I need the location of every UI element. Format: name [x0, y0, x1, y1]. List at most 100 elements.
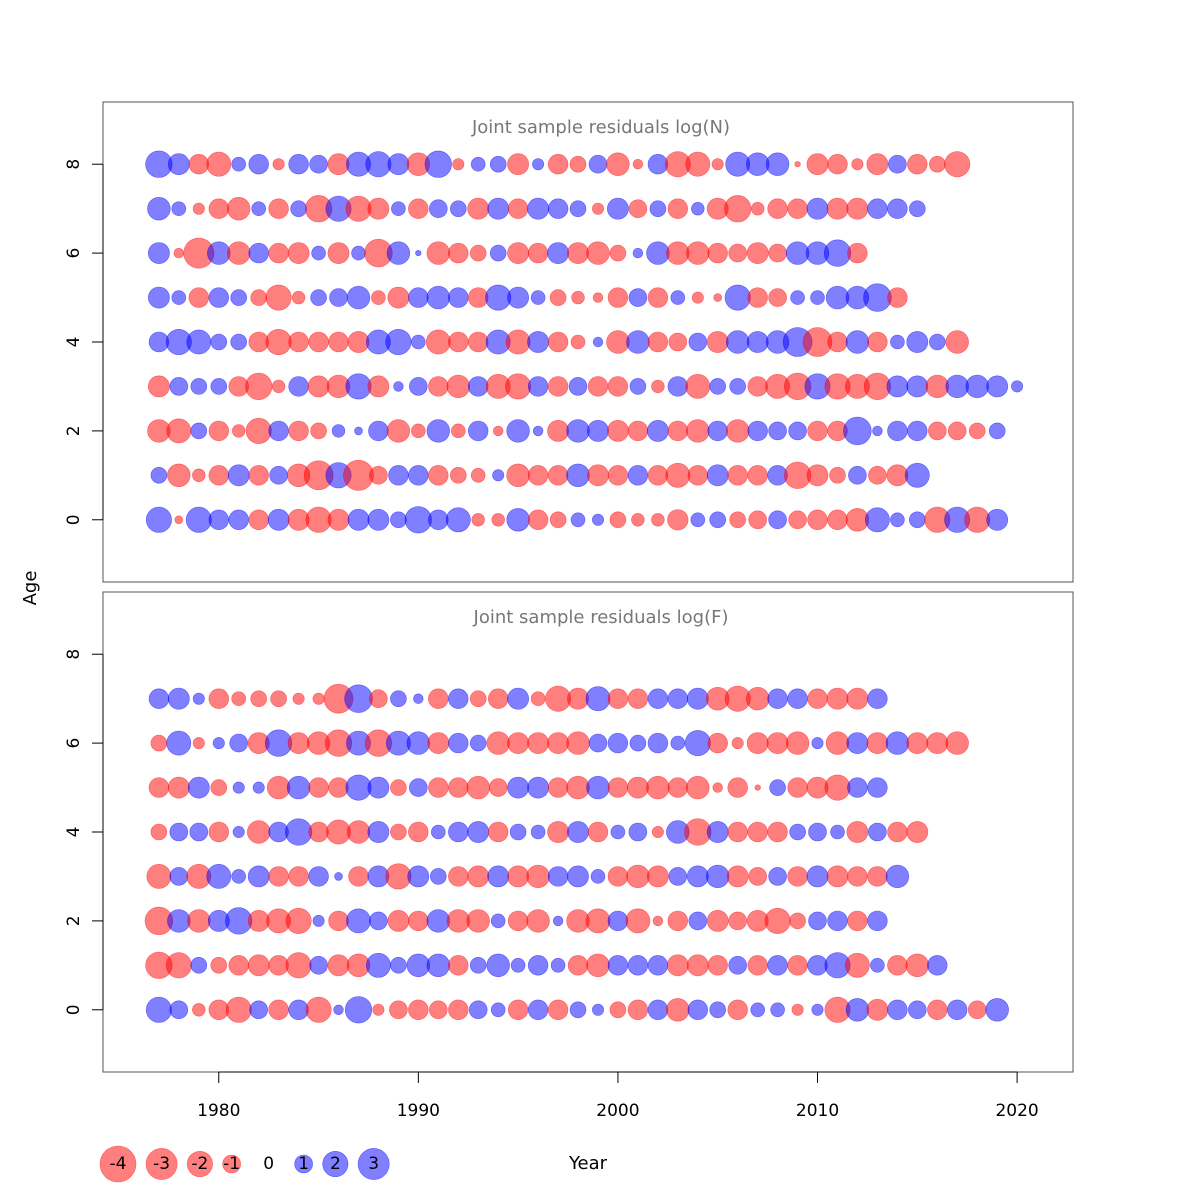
- bubble-age-6-year-1998: [567, 242, 589, 265]
- bubble-age-1-year-1982: [247, 954, 270, 977]
- bubble-age-0-year-2019: [986, 508, 1009, 531]
- bubble-age-6-year-1990: [415, 250, 422, 257]
- bubble-age-5-year-1988: [367, 776, 390, 799]
- bubble-age-1-year-1983: [269, 465, 288, 485]
- bubble-age-2-year-1993: [466, 909, 490, 933]
- bubble-age-2-year-2019: [988, 422, 1006, 440]
- bubble-age-1-year-2015: [905, 953, 929, 977]
- bubble-age-7-year-2010: [806, 197, 829, 220]
- bubble-age-6-year-1981: [229, 733, 248, 753]
- bubble-age-4-year-1998: [567, 821, 589, 843]
- bubble-age-2-year-1993: [468, 420, 489, 442]
- bubble-age-4-year-2011: [827, 331, 848, 353]
- bubble-age-0-year-2000: [609, 1001, 627, 1019]
- bubble-age-1-year-2004: [686, 954, 709, 977]
- bubble-age-5-year-1978: [167, 776, 190, 799]
- bubble-age-7-year-2000: [607, 197, 629, 220]
- bubble-age-4-year-1980: [208, 821, 230, 843]
- bubble-age-1-year-1981: [227, 464, 250, 487]
- bubble-age-7-year-1979: [192, 692, 205, 705]
- bubble-age-1-year-1997: [547, 465, 569, 486]
- bubble-age-0-year-2015: [907, 1000, 927, 1020]
- bubble-age-0-year-2002: [647, 999, 669, 1020]
- bubble-age-3-year-1982: [245, 372, 273, 401]
- bubble-age-4-year-1980: [210, 333, 228, 351]
- bubble-age-7-year-2007: [750, 202, 765, 216]
- bubble-age-6-year-2011: [823, 239, 852, 267]
- bubble-age-4-year-2014: [890, 334, 905, 350]
- bubble-age-3-year-1998: [568, 377, 588, 396]
- bubble-age-0-year-1992: [445, 507, 471, 533]
- bubble-age-8-year-2010: [806, 153, 829, 176]
- bubble-age-2-year-2006: [725, 419, 750, 443]
- bubble-age-0-year-2018: [964, 506, 991, 533]
- bubble-age-4-year-1989: [385, 328, 412, 355]
- bubble-age-3-year-1977: [147, 375, 170, 398]
- bubble-age-6-year-2013: [866, 732, 889, 755]
- bubble-age-2-year-1982: [247, 910, 270, 932]
- bubble-age-6-year-2002: [647, 732, 669, 754]
- bubble-age-2-year-1978: [167, 909, 191, 933]
- bubble-age-5-year-1994: [485, 284, 512, 311]
- bubble-age-3-year-2000: [607, 376, 629, 397]
- bubble-age-5-year-1993: [468, 287, 489, 308]
- bubble-age-3-year-1998: [567, 865, 589, 888]
- bubble-age-6-year-1999: [586, 241, 610, 265]
- bubble-age-2-year-1979: [187, 909, 211, 933]
- y-axis-label: Age: [20, 571, 41, 606]
- bubble-age-6-year-1980: [212, 737, 225, 750]
- bubble-age-7-year-1991: [428, 688, 449, 709]
- bubble-age-8-year-1999: [588, 154, 608, 174]
- bubble-age-0-year-1998: [569, 1001, 587, 1019]
- bubble-age-5-year-2000: [607, 777, 629, 798]
- bubble-age-5-year-2010: [810, 290, 825, 305]
- bubble-age-0-year-2015: [908, 511, 926, 529]
- bubble-age-6-year-1977: [150, 734, 168, 752]
- bubble-age-4-year-1996: [527, 331, 550, 353]
- bubble-age-2-year-1984: [288, 420, 309, 442]
- bubble-age-5-year-2002: [646, 775, 670, 800]
- bubble-age-5-year-1977: [147, 286, 170, 309]
- bubble-age-3-year-1992: [446, 374, 470, 399]
- bubble-age-3-year-2016: [925, 374, 949, 399]
- bubble-age-1-year-2004: [687, 465, 708, 486]
- bubble-age-0-year-2018: [967, 1000, 987, 1020]
- bubble-age-7-year-2010: [807, 688, 828, 709]
- bubble-age-3-year-1983: [268, 866, 289, 887]
- bubble-age-6-year-1996: [527, 242, 549, 264]
- bubble-age-8-year-2017: [944, 151, 971, 178]
- bubble-age-6-year-1978: [166, 730, 192, 756]
- bubble-age-6-year-1995: [507, 732, 529, 755]
- bubble-age-7-year-1998: [569, 200, 587, 217]
- bubble-age-4-year-2005: [706, 331, 729, 353]
- bubble-age-0-year-1996: [527, 999, 549, 1020]
- bubble-age-2-year-2002: [652, 915, 664, 927]
- panel-log-n: Joint sample residuals log(N) 0 2 4 6 8: [64, 101, 1074, 583]
- bubble-age-7-year-1997: [545, 685, 572, 712]
- bubble-age-2-year-1987: [354, 426, 363, 436]
- bubble-age-2-year-1998: [566, 419, 590, 443]
- bubble-age-0-year-2010: [811, 1003, 824, 1016]
- bubble-age-0-year-1987: [344, 996, 373, 1024]
- bubble-age-5-year-2006: [724, 284, 751, 311]
- bubble-age-0-year-2007: [750, 1002, 766, 1018]
- bubble-age-5-year-1979: [187, 776, 210, 799]
- bubble-age-8-year-1995: [507, 153, 529, 176]
- bubble-age-4-year-1999: [592, 336, 604, 348]
- bubble-age-2-year-1986: [331, 424, 346, 438]
- bubble-age-8-year-1992: [452, 158, 465, 171]
- legend-label-7: 3: [368, 1154, 379, 1174]
- bubble-age-5-year-1985: [310, 289, 327, 306]
- bubble-age-0-year-2010: [807, 509, 828, 530]
- bubble-age-4-year-1983: [265, 328, 292, 355]
- bubble-age-7-year-1996: [527, 197, 550, 220]
- bubble-age-7-year-1988: [367, 197, 390, 220]
- bubble-age-5-year-1980: [208, 287, 230, 308]
- bubble-age-2-year-2006: [728, 911, 748, 931]
- bubble-age-1-year-1986: [327, 954, 350, 977]
- bubble-age-2-year-2005: [706, 910, 729, 932]
- bubble-age-2-year-1985: [310, 422, 327, 440]
- bubble-age-6-year-2005: [707, 242, 728, 264]
- bubble-age-6-year-1978: [173, 247, 185, 259]
- bubble-age-0-year-1989: [389, 1000, 408, 1020]
